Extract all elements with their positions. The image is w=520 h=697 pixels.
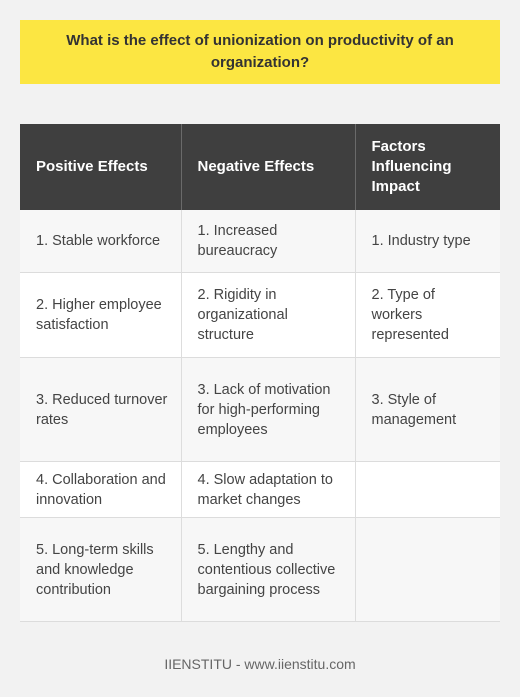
table-cell: 1. Stable workforce xyxy=(20,210,182,273)
table-row: 2. Higher employee satisfaction 2. Rigid… xyxy=(20,272,500,358)
table-cell: 4. Collaboration and innovation xyxy=(20,461,182,518)
table-cell: 2. Rigidity in organizational structure xyxy=(181,272,356,358)
header-negative-effects: Negative Effects xyxy=(181,124,356,210)
table-cell: 4. Slow adaptation to market changes xyxy=(181,461,356,518)
table-cell: 1. Increased bureaucracy xyxy=(181,210,356,273)
header-positive-effects: Positive Effects xyxy=(20,124,182,210)
title-banner: What is the effect of unionization on pr… xyxy=(20,20,500,84)
table-cell: 5. Long-term skills and knowledge contri… xyxy=(20,517,182,622)
page-title: What is the effect of unionization on pr… xyxy=(66,32,454,71)
table-cell xyxy=(355,461,500,518)
effects-table: Positive Effects Negative Effects Factor… xyxy=(20,124,500,622)
table-cell: 5. Lengthy and contentious collective ba… xyxy=(181,517,356,622)
table-row: 3. Reduced turnover rates 3. Lack of mot… xyxy=(20,357,500,462)
table-row: 5. Long-term skills and knowledge contri… xyxy=(20,517,500,622)
table-cell: 3. Lack of motivation for high-performin… xyxy=(181,357,356,462)
table-row: 4. Collaboration and innovation 4. Slow … xyxy=(20,461,500,518)
table-cell: 3. Reduced turnover rates xyxy=(20,357,182,462)
table-header-row: Positive Effects Negative Effects Factor… xyxy=(20,124,500,210)
footer-credit: IIENSTITU - www.iienstitu.com xyxy=(164,656,356,672)
table-cell: 2. Type of workers represented xyxy=(355,272,500,358)
table-cell: 3. Style of management xyxy=(355,357,500,462)
table-cell xyxy=(355,517,500,622)
header-factors-influencing-impact: Factors Influencing Impact xyxy=(355,124,500,210)
table-cell: 2. Higher employee satisfaction xyxy=(20,272,182,358)
table-cell: 1. Industry type xyxy=(355,210,500,273)
table-row: 1. Stable workforce 1. Increased bureauc… xyxy=(20,210,500,273)
